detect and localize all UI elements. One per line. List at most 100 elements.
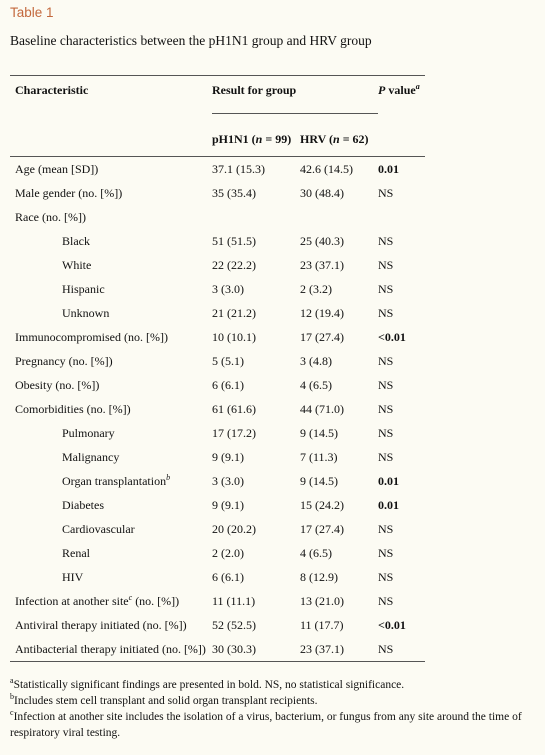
p-value: NS [378, 185, 394, 200]
label-text: Race (no. [%]) [15, 209, 86, 224]
label-text: Antibacterial therapy initiated (no. [%]… [15, 641, 206, 656]
row-label: Antiviral therapy initiated (no. [%]) [10, 613, 212, 637]
cell: 17 (27.4) [300, 325, 378, 349]
cell: NS [378, 397, 425, 421]
header-text: = 62) [339, 131, 369, 146]
label-text: Comorbidities (no. [%]) [15, 401, 131, 416]
cell: 20 (20.2) [212, 517, 300, 541]
header-text: n [255, 131, 263, 146]
cell-value: 61 (61.6) [212, 401, 256, 416]
cell: NS [378, 301, 425, 325]
cell-value: 9 (14.5) [300, 425, 338, 440]
cell-value: 6 (6.1) [212, 569, 244, 584]
p-value: NS [378, 257, 394, 272]
row-label: Renal [10, 541, 212, 565]
table-row: Cardiovascular 20 (20.2) 17 (27.4) NS [10, 517, 425, 541]
cell-value: 3 (4.8) [300, 353, 332, 368]
cell-value: 3 (3.0) [212, 473, 244, 488]
cell: <0.01 [378, 613, 425, 637]
cell-value: 2 (2.0) [212, 545, 244, 560]
p-value: NS [378, 353, 394, 368]
label-text: Diabetes [62, 497, 104, 512]
cell: 11 (17.7) [300, 613, 378, 637]
cell: 9 (9.1) [212, 493, 300, 517]
footnote-text: Infection at another site includes the i… [10, 711, 522, 739]
cell: 13 (21.0) [300, 589, 378, 613]
label-text: Age (mean [SD]) [15, 161, 99, 176]
cell: 4 (6.5) [300, 373, 378, 397]
header-cell: HRV (n = 62) [300, 114, 378, 157]
row-label: Male gender (no. [%]) [10, 181, 212, 205]
header-text: HRV ( [300, 131, 334, 146]
footnote: bIncludes stem cell transplant and solid… [10, 693, 542, 709]
label-text: Obesity (no. [%]) [15, 377, 100, 392]
cell: 2 (2.0) [212, 541, 300, 565]
table: Characteristic Result for group P valuea… [10, 75, 426, 662]
p-value: NS [378, 425, 394, 440]
cell-value: 17 (27.4) [300, 329, 344, 344]
table-row: Infection at another sitec (no. [%]) 11 (… [10, 589, 425, 613]
p-value: NS [378, 593, 394, 608]
p-value: NS [378, 569, 394, 584]
cell-value: 44 (71.0) [300, 401, 344, 416]
cell: 3 (3.0) [212, 469, 300, 493]
table-row: HIV 6 (6.1) 8 (12.9) NS [10, 565, 425, 589]
cell: 22 (22.2) [212, 253, 300, 277]
cell-value: 51 (51.5) [212, 233, 256, 248]
footnote-mark: b [10, 692, 14, 701]
label-text: Pregnancy (no. [%]) [15, 353, 113, 368]
cell-value: 7 (11.3) [300, 449, 338, 464]
cell: 37.1 (15.3) [212, 157, 300, 182]
cell: 2 (3.2) [300, 277, 378, 301]
p-value: <0.01 [378, 617, 406, 632]
table-row: Antibacterial therapy initiated (no. [%]… [10, 637, 425, 662]
label-text: Organ transplantation [62, 473, 167, 488]
label-text: Cardiovascular [62, 521, 135, 536]
cell-value: 22 (22.2) [212, 257, 256, 272]
header-cell: P valuea [378, 76, 425, 157]
table-row: Pulmonary 17 (17.2) 9 (14.5) NS [10, 421, 425, 445]
cell: 25 (40.3) [300, 229, 378, 253]
cell-value: 20 (20.2) [212, 521, 256, 536]
cell-value: 23 (37.1) [300, 257, 344, 272]
label-text: Renal [62, 545, 90, 560]
cell-value: 5 (5.1) [212, 353, 244, 368]
header-text: pH1N1 ( [212, 131, 256, 146]
cell-value: 13 (21.0) [300, 593, 344, 608]
cell-value: 11 (11.1) [212, 593, 256, 608]
p-value: NS [378, 449, 394, 464]
cell [378, 205, 425, 229]
cell-value: 2 (3.2) [300, 281, 332, 296]
cell-value: 12 (19.4) [300, 305, 344, 320]
cell: 51 (51.5) [212, 229, 300, 253]
table-row: Renal 2 (2.0) 4 (6.5) NS [10, 541, 425, 565]
row-label: Organ transplantationb [10, 469, 212, 493]
table-row: Race (no. [%]) [10, 205, 425, 229]
table-row: Malignancy 9 (9.1) 7 (11.3) NS [10, 445, 425, 469]
table-row: Antiviral therapy initiated (no. [%]) 52 … [10, 613, 425, 637]
header-text: P [378, 83, 386, 97]
table-row: White 22 (22.2) 23 (37.1) NS [10, 253, 425, 277]
cell: 11 (11.1) [212, 589, 300, 613]
footnote-mark: c [128, 592, 133, 602]
table-row: Organ transplantationb 3 (3.0) 9 (14.5) 0.0… [10, 469, 425, 493]
cell: <0.01 [378, 325, 425, 349]
row-label: Black [10, 229, 212, 253]
cell: 15 (24.2) [300, 493, 378, 517]
header-text: n [333, 131, 340, 146]
cell: 5 (5.1) [212, 349, 300, 373]
cell: NS [378, 277, 425, 301]
cell-value: 9 (14.5) [300, 473, 338, 488]
p-value: NS [378, 305, 394, 320]
p-value: 0.01 [378, 497, 400, 512]
cell: 6 (6.1) [212, 373, 300, 397]
cell: 35 (35.4) [212, 181, 300, 205]
label-text: HIV [62, 569, 84, 584]
label-text: Pulmonary [62, 425, 115, 440]
cell-value: 4 (6.5) [300, 545, 332, 560]
footnote: aStatistically significant findings are … [10, 677, 542, 693]
row-label: Obesity (no. [%]) [10, 373, 212, 397]
cell-value: 9 (9.1) [212, 449, 244, 464]
